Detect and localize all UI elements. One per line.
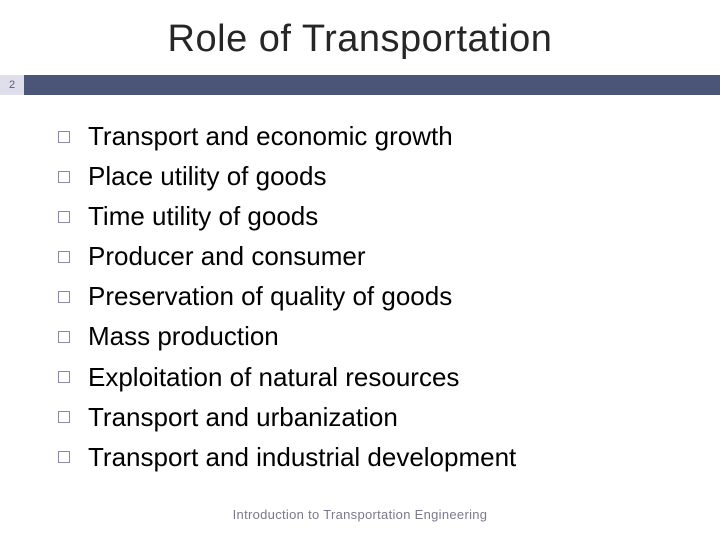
list-item: Producer and consumer [58, 239, 680, 274]
list-item: Transport and urbanization [58, 400, 680, 435]
list-item-text: Transport and industrial development [88, 440, 516, 475]
list-item-text: Place utility of goods [88, 159, 326, 194]
list-item-text: Producer and consumer [88, 239, 365, 274]
list-item: Transport and economic growth [58, 119, 680, 154]
list-item-text: Exploitation of natural resources [88, 360, 459, 395]
square-bullet-icon [58, 211, 70, 223]
list-item: Exploitation of natural resources [58, 360, 680, 395]
list-item-text: Transport and economic growth [88, 119, 453, 154]
square-bullet-icon [58, 291, 70, 303]
divider-row: 2 [0, 75, 720, 95]
list-item: Time utility of goods [58, 199, 680, 234]
square-bullet-icon [58, 251, 70, 263]
square-bullet-icon [58, 411, 70, 423]
list-item: Transport and industrial development [58, 440, 680, 475]
divider-bar [24, 75, 720, 95]
list-item-text: Time utility of goods [88, 199, 318, 234]
square-bullet-icon [58, 451, 70, 463]
slide-title: Role of Transportation [0, 0, 720, 75]
square-bullet-icon [58, 131, 70, 143]
square-bullet-icon [58, 371, 70, 383]
list-item: Place utility of goods [58, 159, 680, 194]
list-item: Preservation of quality of goods [58, 279, 680, 314]
list-item-text: Mass production [88, 319, 279, 354]
list-item-text: Transport and urbanization [88, 400, 398, 435]
bullet-list: Transport and economic growth Place util… [0, 95, 720, 507]
page-number-box: 2 [0, 75, 24, 95]
square-bullet-icon [58, 331, 70, 343]
slide-footer: Introduction to Transportation Engineeri… [0, 507, 720, 540]
slide-container: Role of Transportation 2 Transport and e… [0, 0, 720, 540]
square-bullet-icon [58, 171, 70, 183]
list-item: Mass production [58, 319, 680, 354]
list-item-text: Preservation of quality of goods [88, 279, 452, 314]
